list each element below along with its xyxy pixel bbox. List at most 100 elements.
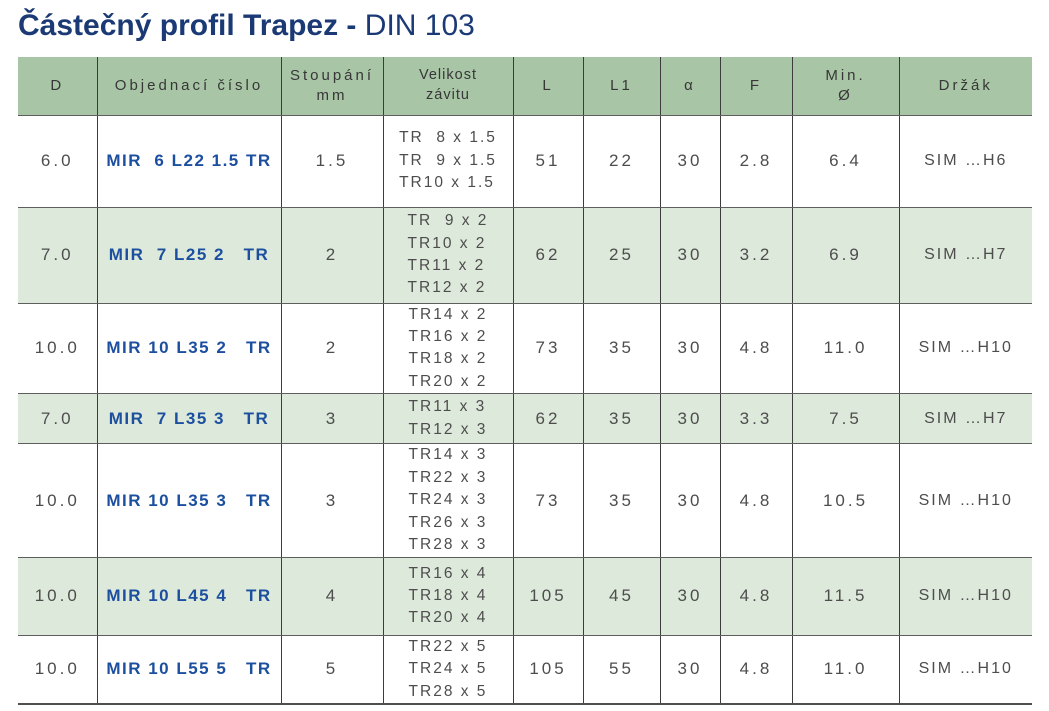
cell-pitch: 4 <box>281 557 384 636</box>
col-header-holder: Držák <box>899 57 1032 116</box>
cell-d: 6.0 <box>18 115 98 208</box>
cell-holder: SIM …H7 <box>899 393 1032 445</box>
cell-d: 7.0 <box>18 393 98 445</box>
cell-f: 3.3 <box>720 393 793 445</box>
cell-pitch: 2 <box>281 207 384 304</box>
col-header-order: Objednací číslo <box>97 57 282 116</box>
col-header-thread: Velikost závitu <box>383 57 514 116</box>
cell-thread: TR14 x 2 TR16 x 2 TR18 x 2 TR20 x 2 <box>383 303 514 395</box>
thread-sizes: TR 9 x 2 TR10 x 2 TR11 x 2 TR12 x 2 <box>407 212 489 297</box>
cell-thread: TR22 x 5 TR24 x 5 TR28 x 5 <box>383 635 514 706</box>
thread-sizes: TR16 x 4 TR18 x 4 TR20 x 4 <box>408 564 488 627</box>
col-header-f: F <box>720 57 793 116</box>
cell-pitch: 2 <box>281 303 384 395</box>
cell-min_d: 11.0 <box>792 635 900 706</box>
thread-sizes: TR14 x 3 TR22 x 3 TR24 x 3 TR26 x 3 TR28… <box>408 446 488 554</box>
table-row: 10.0 MIR 10 L45 4 TR 4 TR16 x 4 TR18 x 4 TR… <box>18 557 1032 636</box>
page-title-suffix: DIN 103 <box>356 9 475 42</box>
cell-min_d: 11.5 <box>792 557 900 636</box>
cell-alpha: 30 <box>660 207 721 304</box>
header-row: D Objednací číslo Stoupání mm Velikost závi… <box>18 57 1032 116</box>
cell-holder: SIM …H7 <box>899 207 1032 304</box>
cell-min_d: 11.0 <box>792 303 900 395</box>
cell-l: 73 <box>513 303 584 395</box>
cell-order: MIR 10 L45 4 TR <box>97 557 282 636</box>
cell-f: 2.8 <box>720 115 793 208</box>
cell-f: 4.8 <box>720 303 793 395</box>
col-header-d: D <box>18 57 98 116</box>
cell-min_d: 6.4 <box>792 115 900 208</box>
cell-alpha: 30 <box>660 393 721 445</box>
table-body: 6.0 MIR 6 L22 1.5 TR 1.5 TR 8 x 1.5 TR 9 x … <box>18 115 1032 706</box>
cell-holder: SIM …H10 <box>899 303 1032 395</box>
cell-alpha: 30 <box>660 115 721 208</box>
cell-thread: TR14 x 3 TR22 x 3 TR24 x 3 TR26 x 3 TR28… <box>383 443 514 558</box>
cell-order: MIR 10 L35 2 TR <box>97 303 282 395</box>
cell-order: MIR 6 L22 1.5 TR <box>97 115 282 208</box>
cell-order: MIR 10 L55 5 TR <box>97 635 282 706</box>
cell-order: MIR 7 L25 2 TR <box>97 207 282 304</box>
table-row: 7.0 MIR 7 L25 2 TR 2 TR 9 x 2 TR10 x 2 TR11… <box>18 207 1032 304</box>
cell-thread: TR16 x 4 TR18 x 4 TR20 x 4 <box>383 557 514 636</box>
cell-f: 4.8 <box>720 443 793 558</box>
cell-min_d: 7.5 <box>792 393 900 445</box>
cell-l: 105 <box>513 557 584 636</box>
cell-l1: 25 <box>583 207 661 304</box>
cell-holder: SIM …H10 <box>899 557 1032 636</box>
table-row: 10.0 MIR 10 L35 3 TR 3 TR14 x 3 TR22 x 3 TR… <box>18 443 1032 558</box>
cell-min_d: 6.9 <box>792 207 900 304</box>
cell-holder: SIM …H10 <box>899 635 1032 706</box>
thread-sizes: TR22 x 5 TR24 x 5 TR28 x 5 <box>408 637 488 700</box>
cell-min_d: 10.5 <box>792 443 900 558</box>
cell-alpha: 30 <box>660 303 721 395</box>
cell-alpha: 30 <box>660 443 721 558</box>
cell-l1: 35 <box>583 393 661 445</box>
col-header-alpha: α <box>660 57 721 116</box>
cell-l: 51 <box>513 115 584 208</box>
cell-pitch: 5 <box>281 635 384 706</box>
cell-order: MIR 10 L35 3 TR <box>97 443 282 558</box>
table-row: 10.0 MIR 10 L35 2 TR 2 TR14 x 2 TR16 x 2 TR… <box>18 303 1032 395</box>
col-header-l: L <box>513 57 584 116</box>
col-header-l1: L1 <box>583 57 661 116</box>
din103-table: D Objednací číslo Stoupání mm Velikost závi… <box>18 57 1032 706</box>
cell-d: 10.0 <box>18 635 98 706</box>
cell-d: 10.0 <box>18 443 98 558</box>
cell-thread: TR 8 x 1.5 TR 9 x 1.5 TR10 x 1.5 <box>383 115 514 208</box>
cell-pitch: 3 <box>281 443 384 558</box>
cell-alpha: 30 <box>660 635 721 706</box>
col-header-pitch: Stoupání mm <box>281 57 384 116</box>
cell-order: MIR 7 L35 3 TR <box>97 393 282 445</box>
table-row: 6.0 MIR 6 L22 1.5 TR 1.5 TR 8 x 1.5 TR 9 x … <box>18 115 1032 208</box>
cell-f: 4.8 <box>720 635 793 706</box>
cell-l: 62 <box>513 207 584 304</box>
thread-sizes: TR 8 x 1.5 TR 9 x 1.5 TR10 x 1.5 <box>399 129 497 192</box>
cell-pitch: 3 <box>281 393 384 445</box>
thread-sizes: TR14 x 2 TR16 x 2 TR18 x 2 TR20 x 2 <box>408 305 488 390</box>
cell-d: 10.0 <box>18 303 98 395</box>
table-row: 10.0 MIR 10 L55 5 TR 5 TR22 x 5 TR24 x 5 TR… <box>18 635 1032 706</box>
page-title: Částečný profil Trapez - DIN 103 <box>18 8 1049 44</box>
cell-l1: 35 <box>583 443 661 558</box>
col-header-min_d: Min. Ø <box>792 57 900 116</box>
cell-l1: 45 <box>583 557 661 636</box>
cell-l: 105 <box>513 635 584 706</box>
cell-l: 73 <box>513 443 584 558</box>
cell-d: 10.0 <box>18 557 98 636</box>
cell-thread: TR 9 x 2 TR10 x 2 TR11 x 2 TR12 x 2 <box>383 207 514 304</box>
table-header: D Objednací číslo Stoupání mm Velikost závi… <box>18 57 1032 116</box>
cell-f: 4.8 <box>720 557 793 636</box>
page-title-main: Částečný profil Trapez - <box>18 9 357 42</box>
cell-l: 62 <box>513 393 584 445</box>
cell-holder: SIM …H6 <box>899 115 1032 208</box>
cell-l1: 22 <box>583 115 661 208</box>
cell-holder: SIM …H10 <box>899 443 1032 558</box>
cell-f: 3.2 <box>720 207 793 304</box>
cell-d: 7.0 <box>18 207 98 304</box>
cell-alpha: 30 <box>660 557 721 636</box>
cell-l1: 35 <box>583 303 661 395</box>
cell-pitch: 1.5 <box>281 115 384 208</box>
thread-sizes: TR11 x 3 TR12 x 3 <box>408 398 488 438</box>
cell-thread: TR11 x 3 TR12 x 3 <box>383 393 514 445</box>
table-row: 7.0 MIR 7 L35 3 TR 3 TR11 x 3 TR12 x 3 62 35 3… <box>18 393 1032 445</box>
